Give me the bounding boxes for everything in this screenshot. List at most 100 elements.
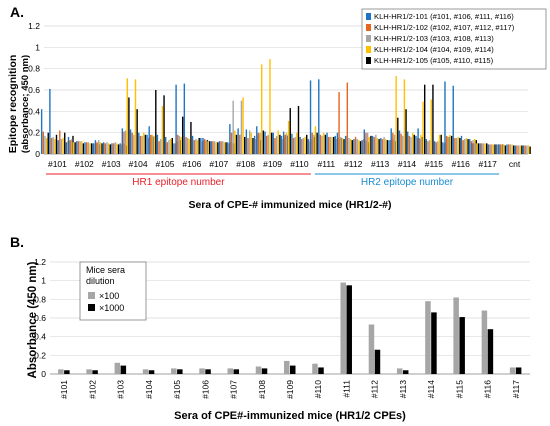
- chart-a-bar: [297, 106, 300, 154]
- chart-a-bar: [49, 88, 51, 154]
- chart-a-bar: [50, 138, 53, 154]
- chart-a-bar: [370, 135, 372, 154]
- chart-a-bar: [121, 128, 124, 154]
- chart-a-bar: [346, 82, 349, 154]
- chart-b-x-tick-label: #112: [370, 380, 380, 399]
- chart-a-bar: [452, 85, 454, 154]
- chart-a-bar: [299, 136, 301, 154]
- chart-a-x-tick-label: #115: [425, 159, 444, 169]
- chart-a-bar: [476, 143, 478, 154]
- chart-a-bar: [171, 138, 173, 154]
- chart-a-bar: [60, 139, 63, 154]
- chart-a-bar: [336, 132, 339, 154]
- chart-a-y-tick-label: 0: [35, 149, 40, 159]
- chart-a-bar: [222, 141, 224, 154]
- chart-a-bar: [340, 136, 342, 154]
- chart-b-bar: [171, 368, 177, 374]
- chart-b-x-tick-label: #111: [341, 380, 351, 398]
- chart-b-bar: [120, 365, 127, 374]
- chart-b-bar: [402, 370, 409, 374]
- chart-a-bar: [89, 143, 91, 154]
- chart-b-y-tick-label: 0.8: [34, 294, 46, 304]
- chart-a-x-tick-label: #107: [209, 159, 228, 169]
- chart-b-bar: [431, 312, 437, 374]
- chart-a-bar: [380, 138, 382, 154]
- chart-b-y-tick-label: 0.6: [34, 313, 46, 323]
- chart-a-bar: [151, 135, 154, 154]
- chart-a-bar: [356, 139, 358, 154]
- chart-b-bar: [425, 301, 431, 374]
- chart-a-bar: [237, 128, 239, 154]
- chart-a-bar: [177, 134, 179, 154]
- chart-a-bar: [134, 79, 137, 154]
- chart-a-bar: [212, 141, 214, 154]
- chart-a-bar: [126, 78, 128, 154]
- chart-a-bar: [259, 132, 261, 154]
- chart-a-bar: [244, 136, 246, 154]
- chart-a-bar: [359, 141, 362, 154]
- chart-a-bar: [123, 131, 125, 154]
- chart-a-bar: [397, 117, 399, 154]
- chart-a-x-tick-label: #104: [129, 159, 148, 169]
- chart-a-bar: [361, 140, 363, 154]
- chart-a-bar: [156, 134, 159, 154]
- chart-a-bar: [338, 92, 340, 154]
- chart-a-bar: [521, 145, 523, 154]
- chart-b-bar: [487, 329, 494, 374]
- chart-a-bar: [203, 139, 206, 154]
- chart-a-bar: [376, 138, 379, 154]
- chart-a-bar: [242, 97, 244, 154]
- chart-a-bar: [386, 140, 389, 154]
- chart-a: 00.20.40.60.811.2 #101 #102 #103 #104 #105 #1…: [7, 8, 547, 211]
- chart-a-bar: [190, 122, 192, 154]
- chart-a-legend-entry: KLH-HR1/2-103 (#103, #108, #113): [374, 34, 494, 43]
- chart-a-gridlines: [44, 25, 528, 155]
- chart-a-bar: [40, 109, 43, 154]
- chart-a-bar: [173, 143, 175, 154]
- chart-a-bar: [111, 143, 113, 154]
- chart-a-bar: [388, 140, 390, 154]
- chart-a-bar: [129, 129, 132, 154]
- chart-a-bar: [318, 79, 320, 154]
- chart-a-bar: [169, 139, 172, 154]
- chart-a-bar: [343, 139, 345, 154]
- chart-b-x-tick-label: #114: [426, 380, 436, 399]
- chart-a-bar: [403, 79, 406, 154]
- chart-a-bar: [499, 144, 502, 154]
- chart-a-bar: [284, 134, 286, 154]
- chart-a-bar: [326, 132, 328, 154]
- chart-a-legend-swatch: [366, 24, 371, 31]
- chart-b-x-tick-label: #108: [257, 380, 267, 399]
- chart-a-bar: [344, 135, 347, 154]
- chart-a-bar: [486, 143, 488, 154]
- chart-a-bar: [90, 143, 93, 154]
- chart-a-bar: [511, 144, 513, 154]
- chart-a-legend-swatch: [366, 57, 371, 64]
- chart-a-bar: [419, 139, 421, 154]
- chart-a-legend: KLH-HR1/2-101 (#101, #106, #111, #116) KL…: [361, 8, 547, 70]
- chart-b-bar: [227, 368, 234, 374]
- chart-b-x-tick-label: #116: [483, 380, 493, 399]
- chart-b-bar: [453, 297, 459, 374]
- chart-b-x-tick-label: #103: [116, 380, 126, 399]
- chart-a-bar: [202, 138, 204, 154]
- chart-a-bar: [270, 132, 273, 154]
- chart-a-x-tick-label: #117: [479, 159, 498, 169]
- chart-a-bar: [495, 144, 498, 154]
- chart-a-group-label: HR1 epitope number: [132, 177, 225, 188]
- chart-a-bar: [139, 135, 142, 154]
- chart-a-y-ticks: 0 0.2 0.4 0.6 0.8 1 1.2: [28, 21, 40, 159]
- chart-a-bar: [256, 126, 258, 154]
- chart-a-x-tick-label: #116: [452, 159, 471, 169]
- chart-a-bar: [71, 139, 73, 154]
- chart-a-bar: [153, 135, 155, 154]
- chart-a-bar: [304, 136, 306, 154]
- chart-a-bar: [375, 134, 377, 154]
- chart-a-bar: [481, 143, 483, 154]
- chart-a-bar: [430, 99, 432, 154]
- chart-a-bar: [381, 139, 384, 154]
- chart-a-bar: [210, 141, 212, 154]
- chart-b-bar: [233, 369, 240, 374]
- chart-a-bar: [124, 130, 127, 154]
- chart-a-bar: [229, 124, 231, 154]
